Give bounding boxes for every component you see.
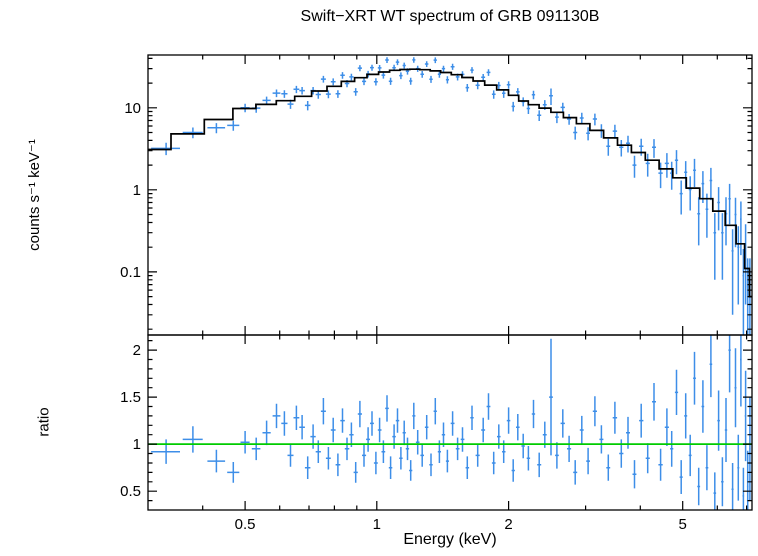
x-tick-label: 0.5 — [235, 516, 256, 533]
spectrum-data-points — [151, 57, 751, 335]
ratio-panel — [148, 335, 752, 510]
x-tick-label: 5 — [679, 516, 687, 533]
y-tick-label-ratio: 1.5 — [120, 389, 141, 406]
spectrum-panel — [148, 57, 752, 335]
model-line — [148, 68, 752, 298]
ratio-panel-frame — [147, 334, 753, 511]
x-tick-label: 1 — [373, 516, 381, 533]
spectrum-panel-frame — [147, 54, 753, 336]
y-tick-label-ratio: 0.5 — [120, 483, 141, 500]
x-tick-label: 2 — [504, 516, 512, 533]
axis-ticks — [148, 55, 752, 510]
y-tick-label-ratio: 2 — [133, 342, 141, 359]
y-tick-label-ratio: 1 — [133, 436, 141, 453]
x-axis-label: Energy (keV) — [403, 531, 497, 548]
chart-title: Swift−XRT WT spectrum of GRB 091130B — [300, 8, 600, 25]
y-tick-label-counts: 1 — [133, 182, 141, 199]
ratio-data-points — [151, 335, 751, 510]
y-tick-label-counts: 10 — [124, 100, 141, 117]
y-tick-label-counts: 0.1 — [120, 264, 141, 281]
